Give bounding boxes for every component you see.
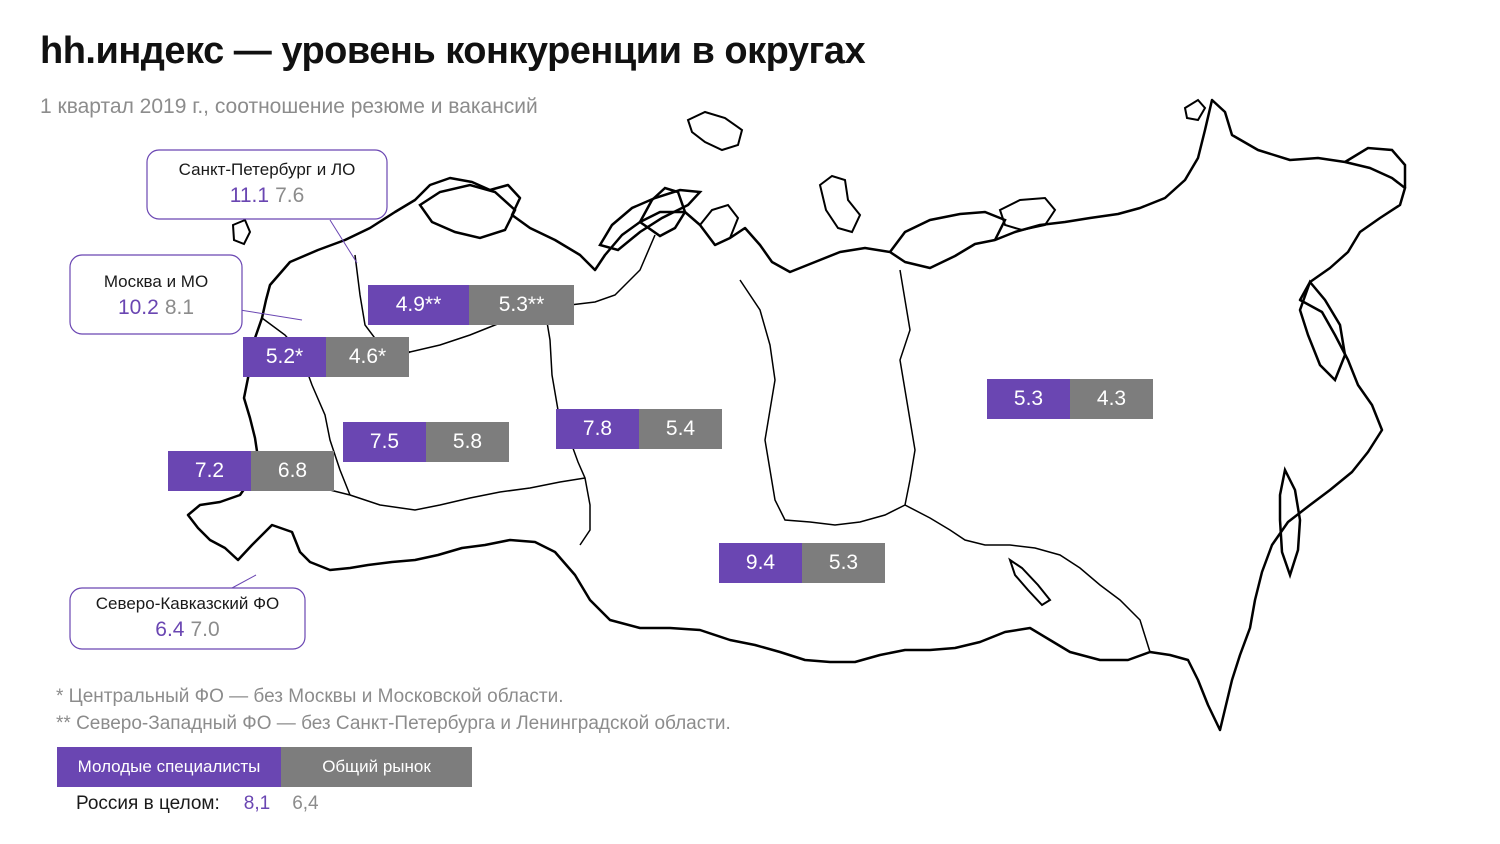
callout-msk-young: 10.2 xyxy=(117,296,159,319)
callout-nc-young: 6.4 xyxy=(155,618,185,641)
callout-spb: Санкт-Петербург и ЛО 11.1 7.6 xyxy=(147,150,387,208)
district-ural: 7.8 5.4 xyxy=(556,409,722,449)
russia-overall-total: 6,4 xyxy=(292,793,319,814)
callout-spb-name: Санкт-Петербург и ЛО xyxy=(178,160,356,179)
russia-overall-young: 8,1 xyxy=(243,793,271,814)
page-title: hh.индекс — уровень конкуренции в округа… xyxy=(40,30,866,72)
siberia-young-value: 9.4 xyxy=(719,543,802,583)
ural-young-value: 7.8 xyxy=(556,409,639,449)
footnote-northwest: ** Северо-Западный ФО — без Санкт-Петерб… xyxy=(56,713,731,734)
volga-young-value: 7.5 xyxy=(343,422,426,462)
fareast-young-value: 5.3 xyxy=(987,379,1070,419)
south-young-value: 7.2 xyxy=(168,451,251,491)
callout-nc-box xyxy=(69,587,306,650)
south-total-value: 6.8 xyxy=(251,451,334,491)
district-volga: 7.5 5.8 xyxy=(343,422,509,462)
callout-nc-total: 7.0 xyxy=(190,618,220,641)
volga-total-value: 5.8 xyxy=(426,422,509,462)
legend: Молодые специалисты Общий рынок xyxy=(57,747,472,787)
legend-total: Общий рынок xyxy=(281,747,472,787)
russia-overall-label: Россия в целом: xyxy=(76,793,220,814)
callout-nc: Северо-Кавказский ФО 6.4 7.0 xyxy=(70,584,305,642)
northwest-total-value: 5.3** xyxy=(469,285,574,325)
legend-young: Молодые специалисты xyxy=(57,747,281,787)
district-fareast: 5.3 4.3 xyxy=(987,379,1153,419)
callout-spb-box xyxy=(146,149,388,220)
siberia-total-value: 5.3 xyxy=(802,543,885,583)
russia-outline xyxy=(186,98,1407,732)
callout-msk: Москва и МО 10.2 8.1 xyxy=(70,262,242,320)
district-central: 5.2* 4.6* xyxy=(243,337,409,377)
callout-msk-box xyxy=(69,254,243,335)
district-siberia: 9.4 5.3 xyxy=(719,543,885,583)
page-subtitle: 1 квартал 2019 г., соотношение резюме и … xyxy=(40,95,538,118)
callout-nc-name: Северо-Кавказский ФО xyxy=(95,594,280,613)
central-total-value: 4.6* xyxy=(326,337,409,377)
callout-spb-young: 11.1 xyxy=(229,184,270,207)
fareast-total-value: 4.3 xyxy=(1070,379,1153,419)
central-young-value: 5.2* xyxy=(243,337,326,377)
footnote-central: * Центральный ФО — без Москвы и Московск… xyxy=(56,686,564,707)
district-south: 7.2 6.8 xyxy=(168,451,334,491)
ural-total-value: 5.4 xyxy=(639,409,722,449)
callout-msk-name: Москва и МО xyxy=(103,272,209,291)
district-northwest: 4.9** 5.3** xyxy=(368,285,574,325)
callout-spb-total: 7.6 xyxy=(275,184,305,207)
russia-overall: Россия в целом: 8,1 6,4 xyxy=(76,793,319,815)
callout-msk-total: 8.1 xyxy=(164,296,195,319)
northwest-young-value: 4.9** xyxy=(368,285,469,325)
